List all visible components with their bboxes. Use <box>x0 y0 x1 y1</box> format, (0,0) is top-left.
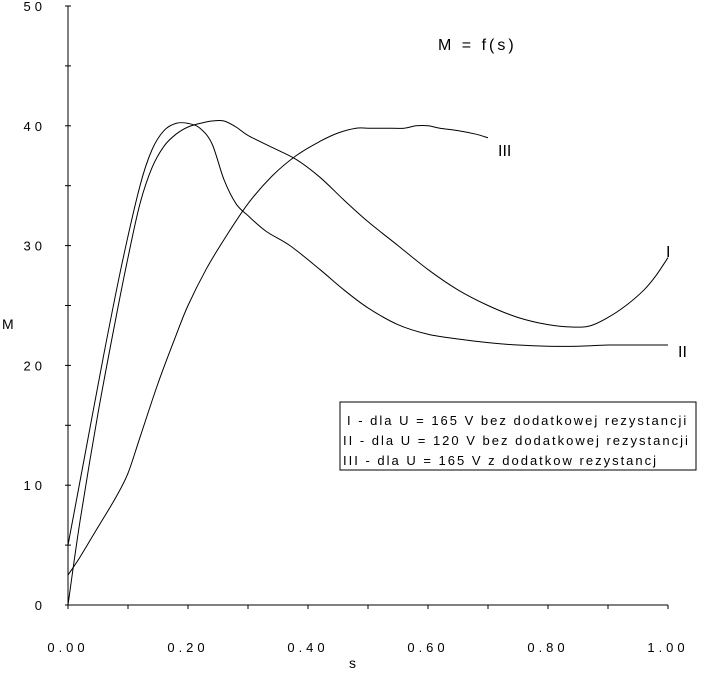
axes <box>67 6 668 606</box>
y-tick-label: 50 <box>24 0 46 14</box>
series-line-III <box>67 125 489 576</box>
y-tick-label: 30 <box>24 239 46 254</box>
y-tick-label: 10 <box>24 478 46 493</box>
chart-title: M = f(s) <box>438 37 517 54</box>
curve-label-II: II <box>678 344 687 361</box>
x-tick-label: 1.00 <box>647 640 688 655</box>
legend-entry-I: I - dla U = 165 V bez dodatkowej rezysta… <box>347 413 688 428</box>
series-line-I <box>67 119 669 606</box>
x-tick-label: 0.60 <box>407 640 448 655</box>
x-axis-title: s <box>349 655 356 671</box>
legend-entry-III: III - dla U = 165 V z dodatkow rezystanc… <box>343 453 658 468</box>
x-tick-label: 0.80 <box>527 640 568 655</box>
x-tick-label: 0.40 <box>287 640 328 655</box>
curves <box>67 119 669 606</box>
x-tick-label: 0.20 <box>167 640 208 655</box>
x-tick-label: 0.00 <box>47 640 88 655</box>
legend-box: I - dla U = 165 V bez dodatkowej rezysta… <box>339 401 697 471</box>
y-tick-label: 20 <box>24 358 46 373</box>
legend-frame <box>339 401 697 471</box>
curve-label-III: III <box>498 143 511 160</box>
ticks: 0.00 0.20 0.40 0.60 0.80 1.00 0 10 20 30 40 50 <box>24 0 688 655</box>
y-tick-label: 40 <box>24 119 46 134</box>
curve-label-I: I <box>666 244 670 261</box>
y-axis-title: M <box>2 316 14 332</box>
legend-entry-II: II - dla U = 120 V bez dodatkowej rezyst… <box>343 433 690 448</box>
y-tick-label: 0 <box>35 598 46 613</box>
series-line-II <box>67 122 668 546</box>
